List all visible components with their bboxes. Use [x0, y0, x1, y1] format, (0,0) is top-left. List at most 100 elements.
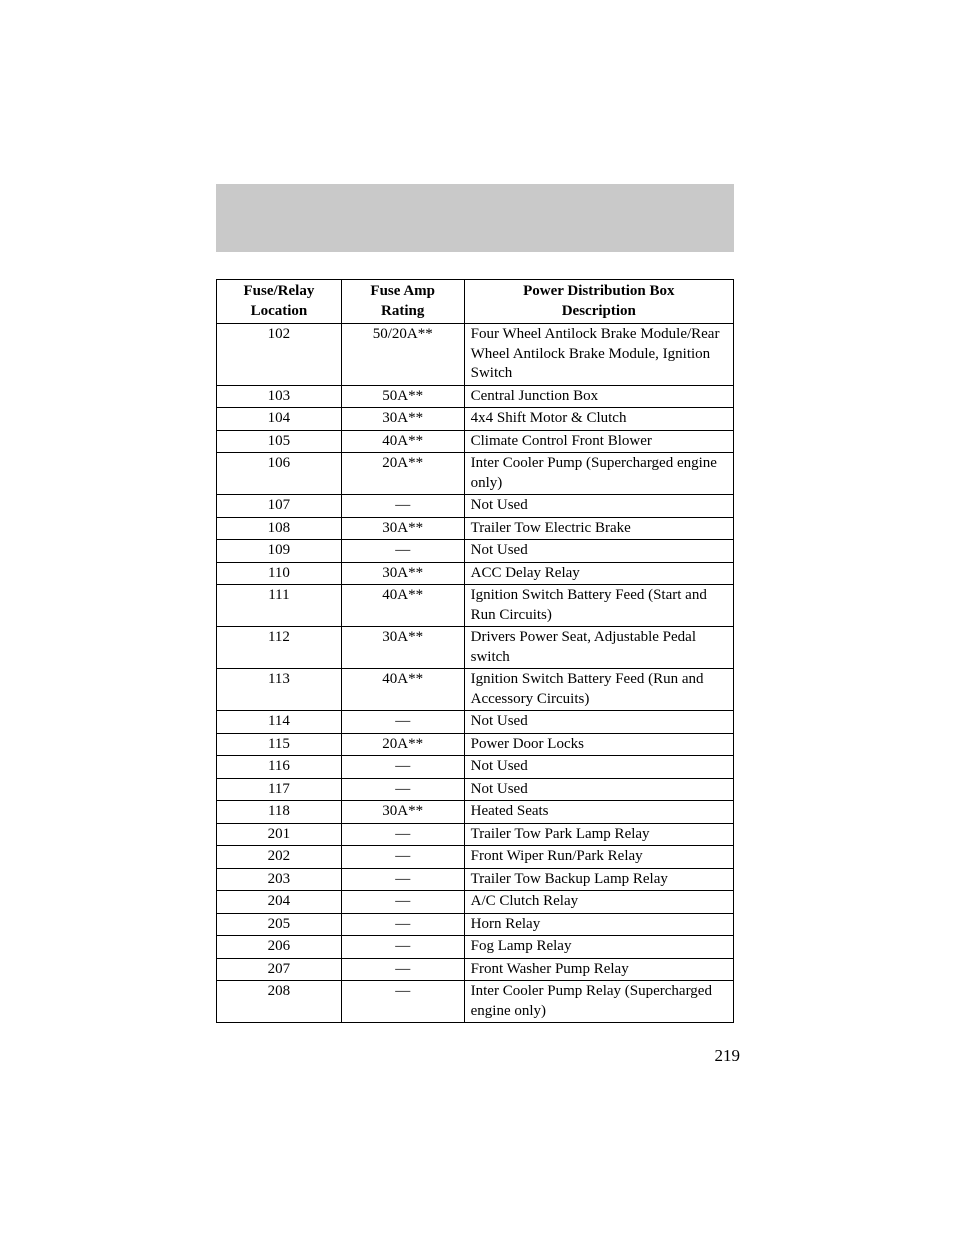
cell-location: 206: [217, 936, 342, 959]
cell-location: 118: [217, 801, 342, 824]
header-desc: Power Distribution Box Description: [464, 280, 733, 324]
fuse-table: Fuse/Relay Location Fuse Amp Rating Powe…: [216, 279, 734, 1023]
header-amp-line1: Fuse Amp: [370, 283, 435, 299]
cell-desc: Front Wiper Run/Park Relay: [464, 846, 733, 869]
table-row: 116—Not Used: [217, 756, 734, 779]
cell-desc: Horn Relay: [464, 913, 733, 936]
cell-amp: 40A**: [341, 585, 464, 627]
cell-location: 115: [217, 733, 342, 756]
header-location-line1: Fuse/Relay: [244, 283, 315, 299]
cell-desc: Not Used: [464, 495, 733, 518]
cell-location: 112: [217, 627, 342, 669]
table-row: 10430A**4x4 Shift Motor & Clutch: [217, 408, 734, 431]
cell-location: 104: [217, 408, 342, 431]
cell-desc: A/C Clutch Relay: [464, 891, 733, 914]
cell-desc: Central Junction Box: [464, 385, 733, 408]
cell-desc: Not Used: [464, 711, 733, 734]
table-row: 107—Not Used: [217, 495, 734, 518]
cell-location: 107: [217, 495, 342, 518]
cell-location: 117: [217, 778, 342, 801]
cell-amp: 40A**: [341, 430, 464, 453]
cell-desc: Inter Cooler Pump Relay (Supercharged en…: [464, 981, 733, 1023]
cell-desc: Heated Seats: [464, 801, 733, 824]
table-row: 114—Not Used: [217, 711, 734, 734]
table-row: 11340A**Ignition Switch Battery Feed (Ru…: [217, 669, 734, 711]
cell-amp: —: [341, 868, 464, 891]
table-row: 11140A**Ignition Switch Battery Feed (St…: [217, 585, 734, 627]
table-row: 11830A**Heated Seats: [217, 801, 734, 824]
cell-amp: —: [341, 540, 464, 563]
cell-location: 110: [217, 562, 342, 585]
cell-amp: —: [341, 778, 464, 801]
table-row: 10350A**Central Junction Box: [217, 385, 734, 408]
cell-desc: Front Washer Pump Relay: [464, 958, 733, 981]
cell-desc: Power Door Locks: [464, 733, 733, 756]
cell-location: 111: [217, 585, 342, 627]
table-body: 10250/20A**Four Wheel Antilock Brake Mod…: [217, 324, 734, 1023]
header-location: Fuse/Relay Location: [217, 280, 342, 324]
page-container: Fuse/Relay Location Fuse Amp Rating Powe…: [0, 0, 954, 1023]
table-row: 10540A**Climate Control Front Blower: [217, 430, 734, 453]
header-location-line2: Location: [251, 303, 308, 319]
cell-desc: Drivers Power Seat, Adjustable Pedal swi…: [464, 627, 733, 669]
cell-desc: 4x4 Shift Motor & Clutch: [464, 408, 733, 431]
cell-desc: Trailer Tow Electric Brake: [464, 517, 733, 540]
cell-location: 106: [217, 453, 342, 495]
cell-desc: Not Used: [464, 778, 733, 801]
cell-location: 102: [217, 324, 342, 386]
table-row: 10250/20A**Four Wheel Antilock Brake Mod…: [217, 324, 734, 386]
cell-amp: 30A**: [341, 517, 464, 540]
cell-location: 105: [217, 430, 342, 453]
cell-amp: —: [341, 823, 464, 846]
cell-amp: 50A**: [341, 385, 464, 408]
cell-amp: —: [341, 913, 464, 936]
table-row: 208—Inter Cooler Pump Relay (Supercharge…: [217, 981, 734, 1023]
table-row: 203—Trailer Tow Backup Lamp Relay: [217, 868, 734, 891]
cell-amp: 30A**: [341, 801, 464, 824]
cell-amp: —: [341, 756, 464, 779]
cell-location: 205: [217, 913, 342, 936]
cell-desc: Trailer Tow Backup Lamp Relay: [464, 868, 733, 891]
cell-amp: 20A**: [341, 453, 464, 495]
table-row: 202—Front Wiper Run/Park Relay: [217, 846, 734, 869]
table-row: 117—Not Used: [217, 778, 734, 801]
cell-amp: —: [341, 936, 464, 959]
cell-desc: Climate Control Front Blower: [464, 430, 733, 453]
cell-desc: Ignition Switch Battery Feed (Start and …: [464, 585, 733, 627]
cell-amp: —: [341, 958, 464, 981]
table-row: 11230A**Drivers Power Seat, Adjustable P…: [217, 627, 734, 669]
header-banner: [216, 184, 734, 252]
cell-desc: Fog Lamp Relay: [464, 936, 733, 959]
cell-location: 103: [217, 385, 342, 408]
table-header-row: Fuse/Relay Location Fuse Amp Rating Powe…: [217, 280, 734, 324]
table-row: 10830A**Trailer Tow Electric Brake: [217, 517, 734, 540]
table-row: 207—Front Washer Pump Relay: [217, 958, 734, 981]
page-number: 219: [715, 1046, 741, 1066]
table-row: 206—Fog Lamp Relay: [217, 936, 734, 959]
cell-amp: —: [341, 711, 464, 734]
cell-amp: 30A**: [341, 562, 464, 585]
cell-desc: Not Used: [464, 756, 733, 779]
cell-location: 113: [217, 669, 342, 711]
cell-amp: 50/20A**: [341, 324, 464, 386]
table-row: 204—A/C Clutch Relay: [217, 891, 734, 914]
cell-desc: Trailer Tow Park Lamp Relay: [464, 823, 733, 846]
cell-location: 114: [217, 711, 342, 734]
table-row: 10620A**Inter Cooler Pump (Supercharged …: [217, 453, 734, 495]
cell-desc: ACC Delay Relay: [464, 562, 733, 585]
header-desc-line2: Description: [562, 303, 636, 319]
cell-amp: 30A**: [341, 627, 464, 669]
cell-location: 116: [217, 756, 342, 779]
cell-amp: —: [341, 981, 464, 1023]
cell-location: 109: [217, 540, 342, 563]
cell-location: 201: [217, 823, 342, 846]
cell-location: 204: [217, 891, 342, 914]
cell-amp: 30A**: [341, 408, 464, 431]
cell-location: 207: [217, 958, 342, 981]
cell-desc: Inter Cooler Pump (Supercharged engine o…: [464, 453, 733, 495]
table-row: 201—Trailer Tow Park Lamp Relay: [217, 823, 734, 846]
cell-amp: 40A**: [341, 669, 464, 711]
table-row: 11030A**ACC Delay Relay: [217, 562, 734, 585]
cell-location: 208: [217, 981, 342, 1023]
header-desc-line1: Power Distribution Box: [523, 283, 674, 299]
